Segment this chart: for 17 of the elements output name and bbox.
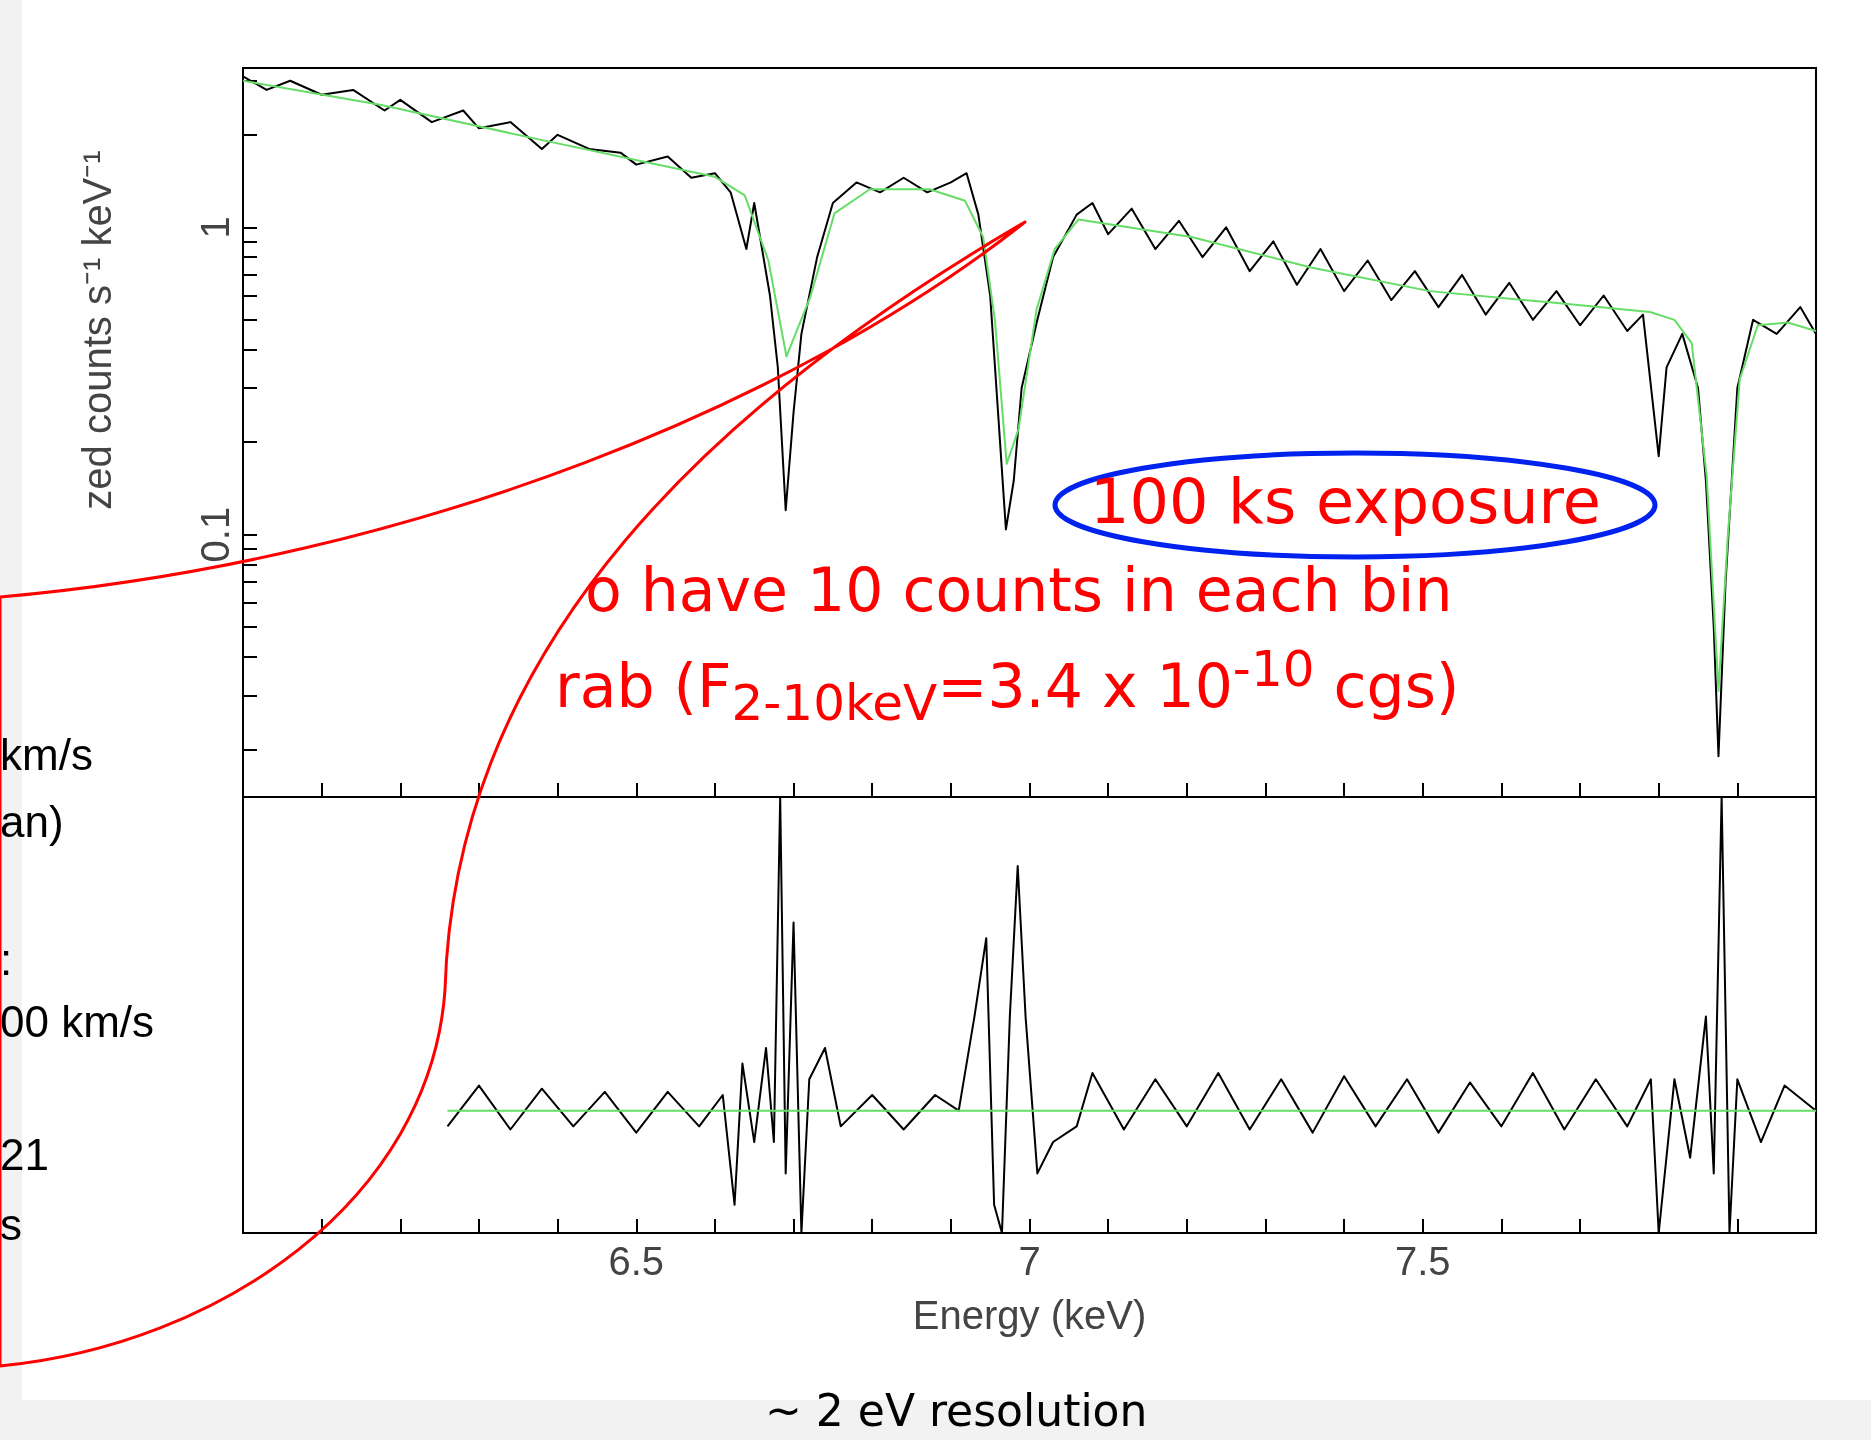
annotation: o have 10 counts in each bin bbox=[585, 555, 1453, 625]
annotation: 100 ks exposure bbox=[1090, 465, 1601, 538]
text: km/s bbox=[0, 730, 93, 780]
y-tick-label: 1 bbox=[193, 216, 237, 239]
text: an) bbox=[0, 797, 64, 847]
x-tick-label: 7 bbox=[1018, 1239, 1041, 1283]
text: 00 km/s bbox=[0, 997, 155, 1047]
x-tick-label: 6.5 bbox=[608, 1239, 665, 1283]
x-axis-title: Energy (keV) bbox=[912, 1293, 1147, 1337]
text: 21 bbox=[0, 1130, 49, 1180]
y-axis-title: zed counts s⁻¹ keV⁻¹ bbox=[73, 150, 120, 510]
text: ~ 2 eV resolution bbox=[765, 1385, 1148, 1436]
y-tick-label: 0.1 bbox=[193, 506, 237, 563]
text: : bbox=[0, 935, 13, 985]
annotation: rab (F$_{2-10keV}$=3.4 x 10$^{-10}$ cgs) bbox=[555, 640, 1460, 732]
x-tick-label: 7.5 bbox=[1394, 1239, 1451, 1283]
text: s bbox=[0, 1200, 22, 1250]
